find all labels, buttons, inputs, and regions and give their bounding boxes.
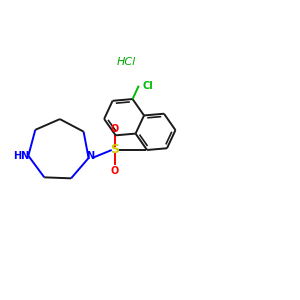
Text: Cl: Cl bbox=[142, 81, 153, 91]
Text: HCl: HCl bbox=[117, 57, 136, 67]
Text: O: O bbox=[110, 166, 119, 176]
Text: HN: HN bbox=[13, 151, 29, 161]
Text: O: O bbox=[110, 124, 119, 134]
Text: N: N bbox=[86, 151, 94, 160]
Text: S: S bbox=[110, 143, 119, 157]
